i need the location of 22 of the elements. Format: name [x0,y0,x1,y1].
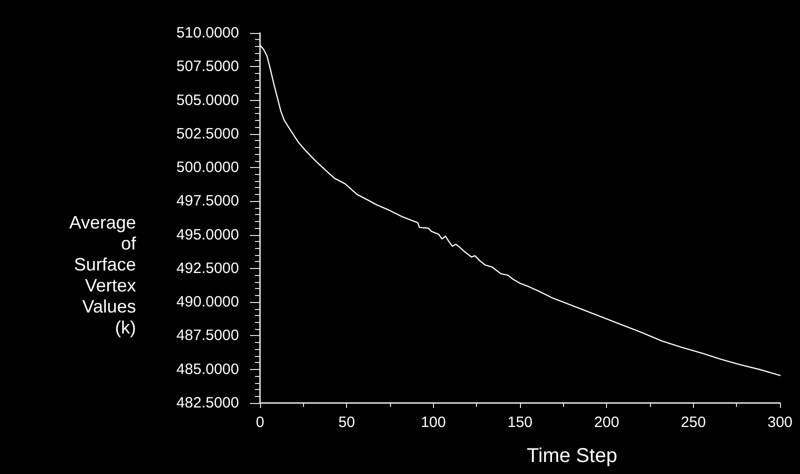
x-tick-label: 50 [338,414,356,431]
y-tick-label: 505.0000 [176,92,239,109]
x-tick-label: 0 [256,414,264,431]
y-tick-label: 507.5000 [176,58,239,76]
y-tick-label: 497.5000 [176,192,239,210]
y-axis-title: Average of Surface Vertex Values (k) [69,212,137,338]
x-axis-title: Time Step [526,445,618,467]
x-tick-label: 150 [507,414,533,431]
x-tick-label: 250 [680,414,706,431]
y-tick-label: 485.0000 [176,360,239,378]
line-series [259,44,781,376]
x-tick-label: 300 [767,414,793,431]
y-tick-label: 500.0000 [176,159,239,176]
y-tick-label: 490.0000 [176,294,239,311]
x-tick-label: 100 [420,414,446,431]
y-tick-label: 495.0000 [176,226,239,244]
y-tick-label: 482.5000 [176,394,239,412]
y-tick-label: 487.5000 [176,327,239,344]
x-tick-label: 200 [594,414,620,431]
y-tick-label: 502.5000 [176,125,239,142]
y-tick-label: 492.5000 [176,260,239,277]
y-tick-label: 510.0000 [176,24,239,42]
